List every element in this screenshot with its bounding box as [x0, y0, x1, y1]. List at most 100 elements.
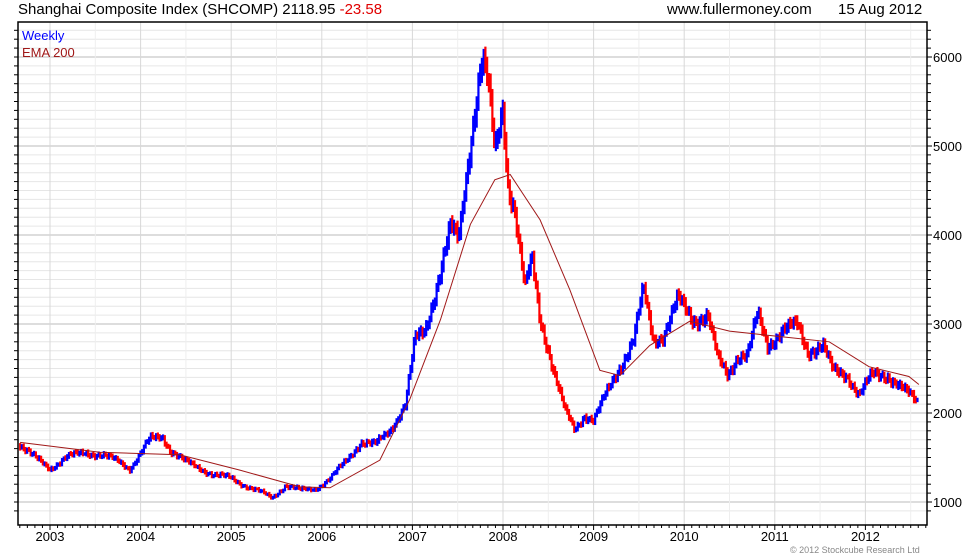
weekly-bar	[437, 274, 440, 292]
weekly-bar	[296, 484, 299, 490]
weekly-bar	[653, 334, 656, 343]
weekly-bar	[679, 290, 682, 306]
weekly-bar	[472, 115, 475, 147]
weekly-bar	[874, 367, 877, 377]
weekly-bar	[459, 210, 463, 240]
weekly-bar	[87, 449, 90, 458]
weekly-bar	[763, 325, 766, 337]
weekly-bar	[207, 472, 210, 477]
weekly-bar	[257, 487, 260, 493]
weekly-bar	[489, 73, 492, 107]
weekly-bar	[53, 465, 57, 471]
weekly-bar	[759, 307, 762, 326]
weekly-bar	[351, 453, 355, 459]
weekly-bar	[221, 471, 224, 476]
weekly-bar	[447, 221, 450, 250]
weekly-bar	[580, 421, 583, 428]
weekly-bar	[608, 382, 611, 392]
weekly-bar	[280, 489, 283, 494]
weekly-bar	[817, 341, 820, 356]
weekly-bar	[905, 383, 909, 394]
weekly-bar	[322, 483, 325, 489]
weekly-bar	[916, 397, 919, 403]
site-url[interactable]: www.fullermoney.com	[667, 1, 812, 18]
weekly-bar	[644, 281, 647, 305]
weekly-bar	[808, 350, 811, 362]
weekly-bar	[479, 63, 482, 87]
weekly-bar	[672, 303, 675, 314]
weekly-bar	[60, 458, 64, 467]
weekly-bar	[442, 247, 445, 273]
weekly-bar	[69, 450, 72, 457]
weekly-bar	[606, 383, 609, 397]
weekly-bar	[754, 316, 757, 329]
weekly-bar	[625, 354, 628, 362]
weekly-bar	[121, 460, 125, 468]
weekly-bar	[857, 390, 860, 399]
weekly-bar	[381, 434, 384, 440]
weekly-bar	[364, 442, 367, 448]
weekly-bar	[801, 324, 804, 346]
weekly-bar	[778, 332, 781, 343]
weekly-bar	[728, 369, 731, 381]
weekly-bar	[289, 484, 292, 491]
weekly-bar	[818, 342, 822, 352]
weekly-bar	[97, 451, 100, 458]
weekly-bar	[52, 466, 55, 472]
weekly-bar	[843, 370, 846, 384]
weekly-bar	[423, 328, 426, 338]
weekly-bar	[311, 488, 315, 492]
weekly-bar	[609, 382, 612, 391]
weekly-bar	[900, 380, 903, 392]
weekly-bar	[756, 311, 759, 325]
weekly-bar	[902, 383, 905, 392]
weekly-bar	[712, 325, 715, 341]
weekly-bar	[827, 350, 830, 359]
weekly-bar	[334, 470, 337, 476]
y-tick-label: 4000	[933, 228, 962, 243]
weekly-bar	[475, 96, 478, 128]
weekly-bar	[648, 301, 651, 321]
weekly-bar	[205, 469, 208, 478]
weekly-bar	[785, 322, 788, 335]
weekly-bar	[438, 274, 442, 286]
weekly-bar	[430, 302, 433, 323]
weekly-bar	[64, 455, 67, 461]
weekly-bar	[487, 72, 490, 93]
weekly-bar	[477, 72, 480, 111]
weekly-bar	[547, 344, 550, 354]
weekly-bar	[290, 484, 294, 488]
weekly-bar	[104, 451, 107, 457]
weekly-bar	[46, 463, 50, 472]
weekly-bar	[810, 348, 813, 361]
weekly-bar	[722, 362, 726, 369]
weekly-bar	[57, 462, 60, 467]
weekly-bar	[22, 443, 25, 452]
weekly-bar	[94, 453, 97, 461]
weekly-bars	[19, 46, 919, 500]
weekly-bar	[909, 388, 912, 396]
weekly-bar	[369, 440, 372, 447]
weekly-bar	[567, 408, 571, 421]
weekly-bar	[107, 452, 111, 460]
weekly-bar	[611, 375, 614, 389]
weekly-bar	[419, 325, 423, 337]
weekly-bar	[395, 418, 398, 428]
weekly-bar	[743, 353, 747, 362]
weekly-bar	[315, 487, 318, 492]
weekly-bar	[651, 325, 654, 341]
weekly-bar	[578, 422, 581, 428]
weekly-bar	[329, 476, 332, 483]
weekly-bar	[783, 322, 787, 334]
weekly-bar	[353, 449, 356, 458]
weekly-bar	[120, 459, 123, 465]
weekly-bar	[114, 455, 118, 461]
weekly-bar	[770, 338, 773, 351]
weekly-bar	[357, 446, 360, 453]
weekly-bar	[297, 484, 301, 490]
weekly-bar	[179, 453, 182, 459]
weekly-bar	[390, 426, 393, 435]
weekly-bar	[167, 443, 170, 449]
weekly-bar	[621, 362, 625, 375]
weekly-bar	[264, 491, 267, 496]
